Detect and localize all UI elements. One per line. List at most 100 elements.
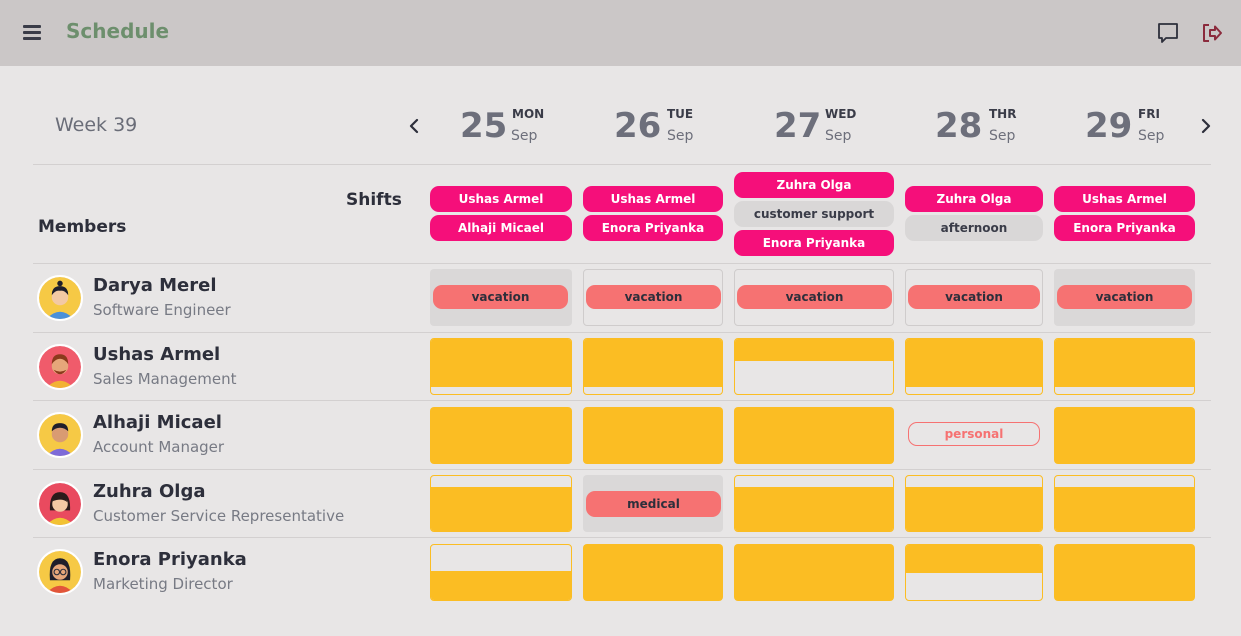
divider bbox=[33, 469, 1211, 470]
shift-chip[interactable]: Ushas Armel bbox=[583, 186, 723, 212]
chevron-left-icon[interactable] bbox=[404, 112, 424, 140]
absence-badge[interactable]: medical bbox=[586, 491, 721, 517]
shift-chip[interactable]: Enora Priyanka bbox=[583, 215, 723, 241]
day-month: Sep bbox=[511, 128, 538, 144]
divider bbox=[33, 332, 1211, 333]
day-month: Sep bbox=[825, 128, 852, 144]
member-name: Darya Merel bbox=[93, 275, 217, 296]
assignment-fill bbox=[735, 487, 893, 531]
assignment-fill bbox=[735, 339, 893, 361]
member-role: Sales Management bbox=[93, 370, 237, 388]
shift-chip[interactable]: Zuhra Olga bbox=[905, 186, 1043, 212]
schedule-cell[interactable]: vacation bbox=[905, 269, 1043, 326]
schedule-cell[interactable] bbox=[583, 544, 723, 601]
divider bbox=[33, 400, 1211, 401]
shift-chip[interactable]: Zuhra Olga bbox=[734, 172, 894, 198]
schedule-cell[interactable] bbox=[905, 338, 1043, 395]
schedule-cell[interactable]: personal bbox=[905, 407, 1043, 464]
schedule-cell[interactable] bbox=[905, 475, 1043, 532]
assignment-fill bbox=[431, 339, 571, 387]
schedule-cell[interactable] bbox=[734, 338, 894, 395]
schedule-cell[interactable]: vacation bbox=[1054, 269, 1195, 326]
schedule-cell[interactable] bbox=[734, 407, 894, 464]
schedule-cell[interactable]: medical bbox=[583, 475, 723, 532]
absence-badge[interactable]: vacation bbox=[433, 285, 568, 309]
shift-chip[interactable]: Ushas Armel bbox=[430, 186, 572, 212]
day-number: 29 bbox=[1085, 106, 1133, 146]
chevron-right-icon[interactable] bbox=[1196, 112, 1216, 140]
member-name: Ushas Armel bbox=[93, 344, 221, 365]
day-number: 25 bbox=[460, 106, 508, 146]
logout-icon[interactable] bbox=[1200, 21, 1224, 45]
day-name: TUE bbox=[667, 107, 694, 121]
chat-icon[interactable] bbox=[1156, 21, 1180, 45]
week-label: Week 39 bbox=[55, 114, 138, 136]
shifts-label: Shifts bbox=[346, 190, 402, 210]
schedule-cell[interactable] bbox=[1054, 475, 1195, 532]
assignment-fill bbox=[906, 487, 1042, 531]
day-name: MON bbox=[512, 107, 545, 121]
assignment-fill bbox=[584, 339, 722, 387]
schedule-cell[interactable] bbox=[1054, 544, 1195, 601]
absence-badge[interactable]: vacation bbox=[737, 285, 892, 309]
schedule-cell[interactable] bbox=[583, 407, 723, 464]
day-month: Sep bbox=[667, 128, 694, 144]
schedule-cell[interactable] bbox=[905, 544, 1043, 601]
member-row: Zuhra Olga Customer Service Representati… bbox=[37, 481, 397, 531]
schedule-cell[interactable] bbox=[430, 338, 572, 395]
divider bbox=[33, 164, 1211, 165]
schedule-cell[interactable] bbox=[583, 338, 723, 395]
avatar bbox=[37, 344, 83, 390]
absence-badge[interactable]: vacation bbox=[1057, 285, 1192, 309]
divider bbox=[33, 537, 1211, 538]
schedule-cell[interactable]: vacation bbox=[734, 269, 894, 326]
day-number: 28 bbox=[935, 106, 983, 146]
schedule-cell[interactable]: vacation bbox=[583, 269, 723, 326]
assignment-fill bbox=[1055, 487, 1194, 531]
shift-chip[interactable]: Enora Priyanka bbox=[1054, 215, 1195, 241]
member-name: Enora Priyanka bbox=[93, 549, 247, 570]
day-name: FRI bbox=[1138, 107, 1160, 121]
assignment-fill bbox=[906, 545, 1042, 573]
member-role: Customer Service Representative bbox=[93, 507, 345, 525]
member-name: Zuhra Olga bbox=[93, 481, 206, 502]
shift-chip[interactable]: afternoon bbox=[905, 215, 1043, 241]
assignment-fill bbox=[906, 339, 1042, 387]
member-row: Darya Merel Software Engineer bbox=[37, 275, 397, 325]
day-number: 27 bbox=[774, 106, 822, 146]
assignment-fill bbox=[431, 487, 571, 531]
schedule-cell[interactable]: vacation bbox=[430, 269, 572, 326]
absence-badge[interactable]: vacation bbox=[586, 285, 721, 309]
member-row: Enora Priyanka Marketing Director bbox=[37, 549, 397, 599]
shift-chip[interactable]: Enora Priyanka bbox=[734, 230, 894, 256]
absence-badge[interactable]: personal bbox=[908, 422, 1040, 446]
assignment-fill bbox=[431, 571, 571, 600]
member-role: Account Manager bbox=[93, 438, 225, 456]
day-name: WED bbox=[825, 107, 857, 121]
schedule-cell[interactable] bbox=[430, 475, 572, 532]
day-month: Sep bbox=[989, 128, 1016, 144]
shift-chip[interactable]: Ushas Armel bbox=[1054, 186, 1195, 212]
shift-chip[interactable]: Alhaji Micael bbox=[430, 215, 572, 241]
divider bbox=[33, 263, 1211, 264]
shift-chip[interactable]: customer support bbox=[734, 201, 894, 227]
member-row: Alhaji Micael Account Manager bbox=[37, 412, 397, 462]
avatar bbox=[37, 481, 83, 527]
assignment-fill bbox=[1055, 339, 1194, 387]
schedule-cell[interactable] bbox=[734, 544, 894, 601]
schedule-cell[interactable] bbox=[1054, 407, 1195, 464]
members-label: Members bbox=[38, 217, 127, 237]
schedule-cell[interactable] bbox=[1054, 338, 1195, 395]
member-row: Ushas Armel Sales Management bbox=[37, 344, 397, 394]
schedule-cell[interactable] bbox=[430, 544, 572, 601]
menu-icon[interactable] bbox=[23, 24, 41, 40]
avatar bbox=[37, 275, 83, 321]
avatar bbox=[37, 549, 83, 595]
avatar bbox=[37, 412, 83, 458]
top-bar: Schedule bbox=[0, 0, 1241, 66]
absence-badge[interactable]: vacation bbox=[908, 285, 1040, 309]
member-role: Marketing Director bbox=[93, 575, 233, 593]
schedule-cell[interactable] bbox=[430, 407, 572, 464]
member-role: Software Engineer bbox=[93, 301, 231, 319]
schedule-cell[interactable] bbox=[734, 475, 894, 532]
